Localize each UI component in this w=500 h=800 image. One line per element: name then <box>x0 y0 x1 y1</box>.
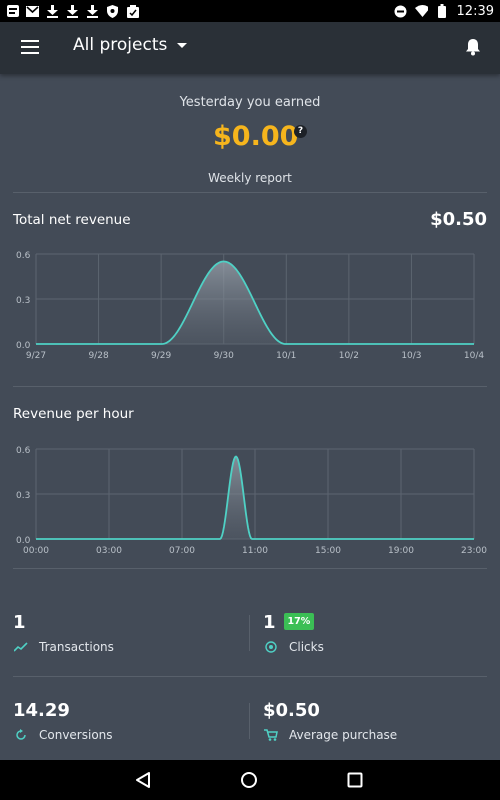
net-revenue-chart: 0.0 0.3 0.6 9/27 9/28 9/29 9/30 10/1 10/2 10/3 10/… <box>16 251 484 361</box>
x-tick-label: 07:00 <box>169 546 195 556</box>
x-tick-label: 19:00 <box>388 546 414 556</box>
home-icon[interactable] <box>240 771 258 789</box>
y-tick-label: 0.6 <box>16 446 31 456</box>
x-tick-label: 00:00 <box>23 546 49 556</box>
stat-divider <box>249 615 250 651</box>
clicks-badge: 17% <box>283 613 315 630</box>
shield-icon <box>106 4 119 18</box>
conversions-label: Conversions <box>39 728 113 742</box>
average-purchase-value: $0.50 <box>263 700 320 721</box>
weekly-report-link[interactable]: Weekly report <box>208 171 292 185</box>
transactions-value: 1 <box>13 612 26 633</box>
section-divider <box>13 676 487 677</box>
earnings-amount: $0.00 <box>213 121 299 152</box>
x-tick-label: 10/2 <box>339 351 359 361</box>
y-tick-label: 0.3 <box>16 491 30 501</box>
download-icon <box>86 4 99 18</box>
target-icon <box>263 640 279 654</box>
x-tick-label: 10/3 <box>401 351 421 361</box>
gmail-icon <box>26 5 39 18</box>
status-bar: 12:39 <box>0 0 500 22</box>
clicks-label: Clicks <box>289 640 324 654</box>
hourly-revenue-chart: 0.0 0.3 0.6 00:00 03:00 07:00 11:00 15:00 19:00 2… <box>16 446 487 556</box>
series-area <box>36 261 474 344</box>
earnings-label: Yesterday you earned <box>179 95 321 110</box>
stat-divider <box>249 703 250 739</box>
earnings-summary: Yesterday you earned <box>0 95 500 110</box>
project-selector-label: All projects <box>73 35 168 55</box>
series-line <box>36 260 474 345</box>
x-tick-label: 9/29 <box>151 351 171 361</box>
section-divider <box>13 386 487 387</box>
hourly-revenue-title: Revenue per hour <box>13 406 134 422</box>
x-tick-label: 15:00 <box>315 546 341 556</box>
navigation-bar <box>0 760 500 800</box>
help-icon[interactable]: ? <box>294 125 307 138</box>
x-tick-label: 03:00 <box>96 546 122 556</box>
clipboard-icon <box>126 4 139 18</box>
transactions-stat: 1 Transactions <box>13 612 114 654</box>
x-tick-label: 10/1 <box>276 351 296 361</box>
transactions-label: Transactions <box>39 640 114 654</box>
chevron-down-icon <box>177 42 188 48</box>
notification-icon <box>6 5 19 18</box>
cart-icon <box>263 728 279 742</box>
app-bar: All projects <box>0 22 500 74</box>
average-purchase-stat: $0.50 Average purchase <box>263 700 397 742</box>
project-selector[interactable]: All projects <box>73 35 188 55</box>
x-tick-label: 9/30 <box>214 351 234 361</box>
x-tick-label: 9/27 <box>26 351 46 361</box>
trend-icon <box>13 640 29 654</box>
do-not-disturb-icon <box>394 5 407 18</box>
net-revenue-title: Total net revenue <box>13 212 131 228</box>
wifi-icon <box>414 5 428 18</box>
x-tick-label: 23:00 <box>461 546 487 556</box>
net-revenue-total: $0.50 <box>430 209 487 230</box>
status-notification-icons <box>6 4 139 18</box>
series-line <box>36 455 474 540</box>
y-tick-label: 0.6 <box>16 251 31 261</box>
bell-icon[interactable] <box>463 37 483 57</box>
status-system-icons: 12:39 <box>394 4 494 19</box>
conversions-value: 14.29 <box>13 700 70 721</box>
status-time: 12:39 <box>456 3 494 19</box>
download-icon <box>46 4 59 18</box>
conversions-stat: 14.29 Conversions <box>13 700 113 742</box>
clicks-stat: 1 17% Clicks <box>263 612 324 654</box>
x-tick-label: 11:00 <box>242 546 268 556</box>
y-tick-label: 0.0 <box>16 341 31 351</box>
section-divider <box>13 568 487 569</box>
section-divider <box>13 192 487 193</box>
back-icon[interactable] <box>134 771 152 789</box>
average-purchase-label: Average purchase <box>289 728 398 742</box>
y-tick-label: 0.3 <box>16 296 30 306</box>
download-icon <box>66 4 79 18</box>
x-tick-label: 9/28 <box>88 351 108 361</box>
y-tick-label: 0.0 <box>16 536 31 546</box>
refresh-icon <box>13 728 29 742</box>
battery-icon <box>436 4 449 18</box>
x-tick-label: 10/4 <box>464 351 484 361</box>
recents-icon[interactable] <box>346 771 364 789</box>
clicks-value: 1 <box>263 612 276 633</box>
hamburger-menu-icon[interactable] <box>21 40 39 54</box>
